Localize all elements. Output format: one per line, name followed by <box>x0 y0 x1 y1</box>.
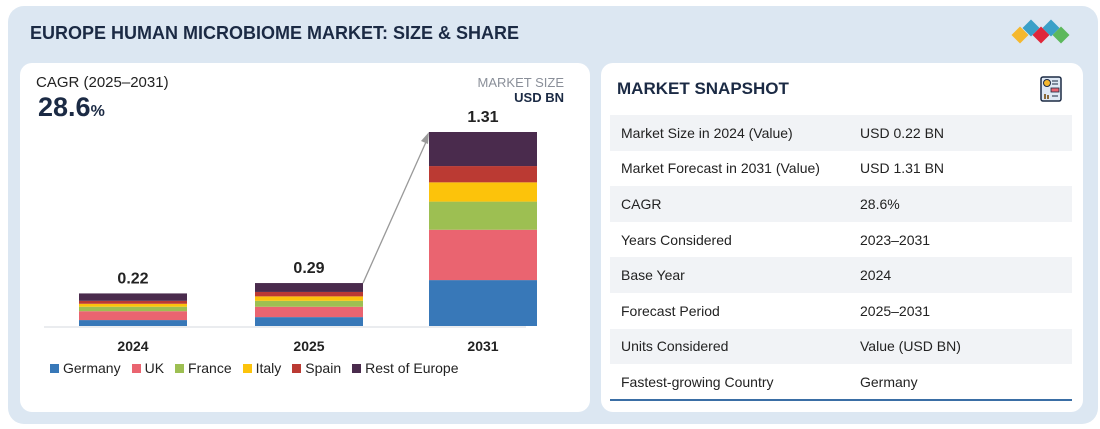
snapshot-row-label: Base Year <box>621 267 685 284</box>
bar-segment-france <box>79 306 187 312</box>
legend-swatch <box>175 364 185 373</box>
bar-segment-rest-of-europe <box>255 283 363 292</box>
snapshot-card <box>601 63 1083 412</box>
snapshot-row-value: USD 1.31 BN <box>860 160 945 177</box>
legend-item: Spain <box>292 360 341 376</box>
legend-label: Rest of Europe <box>365 360 459 376</box>
legend-swatch <box>292 364 302 373</box>
snapshot-row-value: 28.6% <box>860 195 900 212</box>
bar-segment-uk <box>429 229 537 281</box>
bar-segment-germany <box>255 317 363 326</box>
snapshot-row: Market Size in 2024 (Value) USD 0.22 BN <box>610 115 1072 151</box>
legend-item: Germany <box>50 360 121 376</box>
snapshot-row-value: 2025–2031 <box>860 302 931 319</box>
snapshot-row-label: Forecast Period <box>621 302 720 319</box>
x-tick-label: 2024 <box>117 338 148 354</box>
legend-item: Italy <box>242 360 282 376</box>
bar-segment-italy <box>255 296 363 301</box>
market-size-unit: USD BN <box>514 90 564 105</box>
bar-segment-rest-of-europe <box>79 293 187 301</box>
snapshot-row-label: Fastest-growing Country <box>621 373 774 390</box>
snapshot-row-label: CAGR <box>621 195 662 212</box>
legend-label: Italy <box>255 360 282 376</box>
table-bottom-rule <box>610 399 1072 401</box>
legend-swatch <box>131 364 141 373</box>
legend-label: France <box>188 360 232 376</box>
snapshot-row-value: Value (USD BN) <box>860 338 961 355</box>
legend-item: France <box>175 360 232 376</box>
snapshot-row-value: USD 0.22 BN <box>860 124 945 141</box>
legend-label: UK <box>144 360 165 376</box>
legend-item: UK <box>131 360 165 376</box>
snapshot-row-label: Years Considered <box>621 231 732 248</box>
brand-logo-icon <box>1011 19 1070 44</box>
snapshot-row-label: Market Forecast in 2031 (Value) <box>621 160 820 177</box>
bar-segment-italy <box>79 303 187 307</box>
bar-segment-france <box>255 300 363 307</box>
snapshot-title: MARKET SNAPSHOT <box>617 79 789 98</box>
bar-segment-germany <box>429 280 537 326</box>
legend-swatch <box>242 364 252 373</box>
stacked-bar-chart: 0.22 2024 0.29 2025 1.31 2031 <box>44 109 537 354</box>
bar-segment-spain <box>255 291 363 297</box>
bar-total-label: 0.22 <box>117 270 148 287</box>
snapshot-row: Years Considered 2023–2031 <box>610 222 1072 258</box>
chart-legend: Germany UK France Italy Spain Rest of Europe <box>50 360 459 376</box>
bar-segment-spain <box>79 300 187 304</box>
legend-swatch <box>352 364 362 373</box>
x-tick-label: 2031 <box>467 338 498 354</box>
snapshot-row-value: 2023–2031 <box>860 231 931 248</box>
cagr-value: 28.6% <box>38 92 105 122</box>
snapshot-row: Fastest-growing Country Germany <box>610 364 1072 400</box>
snapshot-row-value: 2024 <box>860 267 892 284</box>
market-size-label: MARKET SIZE <box>477 75 564 90</box>
snapshot-row: CAGR 28.6% <box>610 186 1072 222</box>
snapshot-row-label: Units Considered <box>621 338 729 355</box>
x-tick-label: 2025 <box>293 338 324 354</box>
snapshot-row: Market Forecast in 2031 (Value) USD 1.31 … <box>610 151 1072 187</box>
bar-segment-rest-of-europe <box>429 132 537 167</box>
growth-arrow-head-icon <box>421 132 429 144</box>
snapshot-row: Forecast Period 2025–2031 <box>610 293 1072 329</box>
snapshot-row-label: Market Size in 2024 (Value) <box>621 124 793 141</box>
bar-segment-spain <box>429 166 537 183</box>
legend-swatch <box>50 364 59 373</box>
snapshot-row-value: Germany <box>860 373 918 390</box>
snapshot-row: Base Year 2024 <box>610 257 1072 293</box>
legend-item: Rest of Europe <box>352 360 459 376</box>
bar-segment-germany <box>79 320 187 326</box>
legend-label: Germany <box>63 360 121 376</box>
bar-total-label: 1.31 <box>467 109 498 126</box>
bar-segment-uk <box>255 306 363 318</box>
bar-segment-uk <box>79 311 187 321</box>
snapshot-table: Market Size in 2024 (Value) USD 0.22 BN Ma… <box>610 115 1072 400</box>
bar-segment-italy <box>429 182 537 202</box>
legend-label: Spain <box>305 360 342 376</box>
bar-total-label: 0.29 <box>293 260 324 277</box>
growth-arrow-line <box>362 141 427 284</box>
report-document-icon <box>1040 76 1062 102</box>
snapshot-row: Units Considered Value (USD BN) <box>610 328 1072 365</box>
bar-segment-france <box>429 201 537 230</box>
page-title: EUROPE HUMAN MICROBIOME MARKET: SIZE & S… <box>30 23 520 43</box>
cagr-label: CAGR (2025–2031) <box>36 74 169 91</box>
